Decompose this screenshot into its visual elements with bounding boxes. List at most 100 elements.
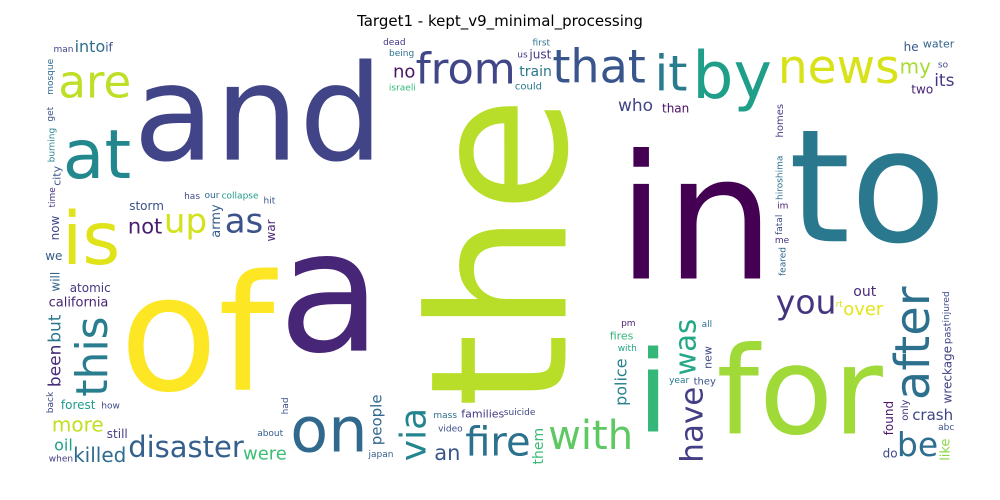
word-into: into bbox=[75, 37, 106, 56]
word-just: just bbox=[528, 48, 551, 62]
word-with: with bbox=[548, 413, 633, 459]
word-them: them bbox=[531, 428, 547, 465]
word-after: after bbox=[885, 286, 941, 400]
word-he: he bbox=[904, 40, 919, 54]
word-of: of bbox=[120, 241, 279, 428]
word-california: california bbox=[49, 296, 109, 311]
word-families: families bbox=[461, 407, 504, 420]
word-feared: feared bbox=[778, 247, 788, 276]
word-its: its bbox=[934, 71, 954, 91]
word-at: at bbox=[63, 116, 131, 195]
word-pm: pm bbox=[621, 319, 635, 329]
word-with: with bbox=[618, 344, 637, 354]
word-over: over bbox=[843, 299, 884, 320]
word-storm: storm bbox=[129, 199, 164, 213]
word-how: how bbox=[101, 401, 120, 411]
word-oil: oil bbox=[54, 436, 73, 455]
word-was: was bbox=[669, 319, 703, 376]
word-on: on bbox=[290, 393, 367, 466]
word-this: this bbox=[67, 316, 118, 396]
word-you: you bbox=[776, 283, 837, 322]
word-collapse: collapse bbox=[222, 191, 259, 201]
word-but: but bbox=[46, 314, 66, 343]
word-dead: dead bbox=[383, 38, 405, 48]
word-out: out bbox=[853, 284, 876, 300]
word-a: a bbox=[278, 194, 382, 391]
word-more: more bbox=[52, 412, 104, 436]
word-past: past bbox=[942, 322, 953, 344]
word-my: my bbox=[900, 55, 931, 79]
word-as: as bbox=[225, 201, 264, 241]
word-get: get bbox=[46, 106, 56, 121]
word-homes: homes bbox=[775, 104, 786, 138]
word-police: police bbox=[612, 358, 631, 405]
word-rt: rt bbox=[836, 300, 844, 310]
word-crash: crash bbox=[912, 406, 953, 424]
word-from: from bbox=[416, 45, 516, 95]
word-train: train bbox=[519, 64, 552, 80]
word-for: for bbox=[717, 322, 884, 463]
word-like: like bbox=[939, 439, 954, 461]
word-by: by bbox=[692, 39, 772, 114]
word-only: only bbox=[900, 399, 911, 420]
word-injured: injured bbox=[942, 291, 952, 322]
word-city: city bbox=[51, 165, 64, 185]
word-man: man bbox=[54, 45, 74, 55]
word-is: is bbox=[62, 197, 120, 282]
word-forest: forest bbox=[61, 398, 96, 412]
word-if: if bbox=[105, 41, 113, 55]
word-japan: japan bbox=[368, 450, 394, 460]
word-i: i bbox=[637, 327, 668, 459]
word-have: have bbox=[675, 387, 711, 463]
word-people: people bbox=[367, 394, 385, 445]
word-abc: abc bbox=[938, 423, 954, 433]
word-are: are bbox=[58, 56, 131, 109]
word-being: being bbox=[389, 49, 414, 59]
word-news: news bbox=[778, 40, 900, 95]
word-do: do bbox=[883, 446, 898, 460]
word-fire: fire bbox=[465, 419, 530, 465]
word-so: so bbox=[938, 60, 949, 70]
word-army: army bbox=[209, 204, 224, 238]
word-burning: burning bbox=[47, 128, 57, 163]
word-video: video bbox=[438, 425, 463, 435]
word-hiroshima: hiroshima bbox=[775, 156, 785, 200]
word-mosque: mosque bbox=[46, 58, 56, 94]
word-disaster: disaster bbox=[128, 430, 244, 464]
word-year: year bbox=[669, 376, 689, 386]
word-been: been bbox=[46, 345, 66, 387]
word-first: first bbox=[533, 38, 551, 48]
word-us: us bbox=[517, 50, 528, 60]
word-an: an bbox=[434, 441, 460, 465]
word-killed: killed bbox=[73, 443, 126, 467]
word-me: me bbox=[775, 236, 790, 246]
word-back: back bbox=[46, 391, 56, 413]
word-to: to bbox=[789, 96, 947, 279]
word-water: water bbox=[923, 37, 955, 50]
word-not: not bbox=[128, 214, 162, 238]
word-be: be bbox=[897, 425, 938, 464]
word-all: all bbox=[702, 320, 713, 330]
word-up: up bbox=[164, 202, 207, 242]
word-hit: hit bbox=[264, 196, 276, 206]
word-had: had bbox=[281, 397, 291, 414]
word-than: than bbox=[662, 102, 689, 116]
word-could: could bbox=[515, 82, 542, 93]
word-wreckage: wreckage bbox=[940, 346, 954, 404]
word-has: has bbox=[184, 192, 200, 202]
word-they: they bbox=[694, 376, 716, 387]
word-and: and bbox=[133, 38, 383, 192]
word-im: im bbox=[777, 201, 788, 211]
word-fires: fires bbox=[610, 330, 634, 343]
word-in: in bbox=[617, 118, 775, 320]
word-found: found bbox=[882, 401, 896, 435]
word-suicide: suicide bbox=[504, 408, 536, 418]
word-who: who bbox=[618, 96, 653, 116]
word-we: we bbox=[45, 249, 62, 263]
word-the: the bbox=[390, 96, 611, 408]
word-new: new bbox=[702, 346, 715, 369]
word-fatal: fatal bbox=[775, 215, 785, 235]
